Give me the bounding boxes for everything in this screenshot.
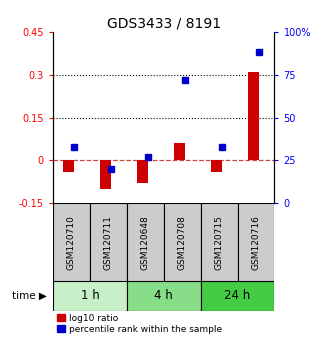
- Text: GSM120710: GSM120710: [67, 215, 76, 270]
- Text: GSM120716: GSM120716: [251, 215, 261, 270]
- Text: GSM120648: GSM120648: [141, 215, 150, 269]
- Bar: [127, 203, 164, 281]
- Bar: [164, 203, 201, 281]
- Text: time ▶: time ▶: [12, 291, 47, 301]
- Bar: [201, 203, 238, 281]
- Bar: [238, 203, 274, 281]
- Text: 24 h: 24 h: [224, 289, 251, 302]
- Bar: [63, 160, 74, 172]
- Text: GSM120715: GSM120715: [214, 215, 224, 270]
- Bar: [174, 143, 185, 160]
- Bar: [90, 203, 127, 281]
- Text: GSM120711: GSM120711: [104, 215, 113, 270]
- Bar: [211, 160, 222, 172]
- Bar: [100, 160, 111, 189]
- Text: 1 h: 1 h: [81, 289, 99, 302]
- Text: 4 h: 4 h: [154, 289, 173, 302]
- Text: GSM120708: GSM120708: [178, 215, 187, 270]
- Bar: [247, 72, 259, 160]
- Bar: [53, 281, 127, 311]
- Bar: [201, 281, 274, 311]
- Title: GDS3433 / 8191: GDS3433 / 8191: [107, 17, 221, 31]
- Bar: [127, 281, 201, 311]
- Bar: [53, 203, 90, 281]
- Legend: log10 ratio, percentile rank within the sample: log10 ratio, percentile rank within the …: [57, 314, 222, 334]
- Bar: [137, 160, 148, 183]
